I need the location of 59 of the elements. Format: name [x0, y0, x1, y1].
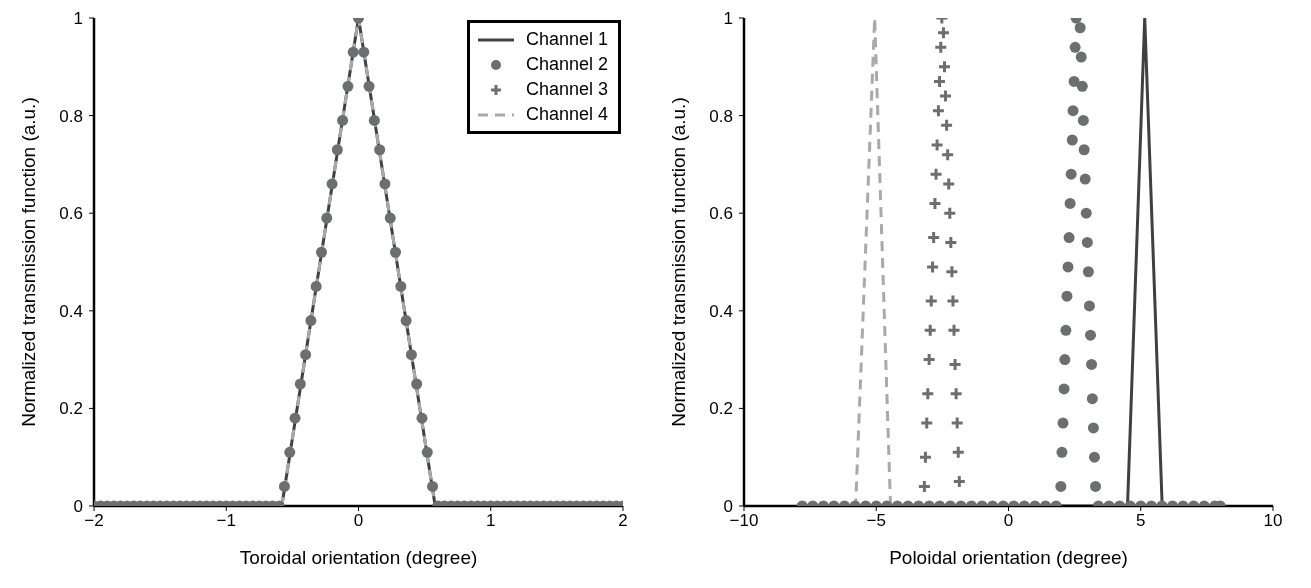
- legend-label: Channel 4: [525, 104, 608, 125]
- y-tick-label: 0.6: [709, 204, 733, 224]
- x-tick-label: 5: [1136, 511, 1146, 531]
- point: [950, 416, 965, 431]
- point: [944, 264, 959, 279]
- point: [936, 25, 951, 40]
- point: [951, 445, 966, 460]
- point: [952, 474, 967, 489]
- x-tick-label: 10: [1263, 511, 1283, 531]
- y-axis-title: Normalized transmission function (a.u.): [17, 97, 39, 427]
- point: [932, 74, 947, 89]
- x-tick-label: 0: [353, 511, 364, 531]
- point: [919, 416, 934, 431]
- point: [918, 450, 933, 465]
- y-tick-label: 1: [73, 9, 83, 29]
- point: [940, 147, 955, 162]
- legend-label: Channel 3: [525, 79, 608, 100]
- y-tick-label: 0.4: [59, 301, 83, 321]
- point: [922, 352, 937, 367]
- x-tick-label: 1: [486, 511, 496, 531]
- point: [931, 103, 946, 118]
- x-tick-label: 0: [1003, 511, 1014, 531]
- x-tick-label: −5: [866, 511, 886, 531]
- x-tick-label: −1: [216, 511, 236, 531]
- point: [945, 294, 960, 309]
- point: [924, 294, 939, 309]
- y-tick-label: 0.8: [59, 106, 83, 126]
- point: [929, 167, 944, 182]
- point: [937, 59, 952, 74]
- point: [933, 40, 948, 55]
- y-tick-label: 0.8: [709, 106, 733, 126]
- legend-label: Channel 1: [525, 29, 608, 50]
- x-tick-label: 2: [618, 511, 628, 531]
- point: [917, 479, 932, 494]
- point: [930, 137, 945, 152]
- y-tick-label: 1: [723, 9, 733, 29]
- point: [926, 230, 941, 245]
- y-tick-label: 0.2: [709, 399, 733, 419]
- point: [939, 118, 954, 133]
- point: [938, 89, 953, 104]
- y-tick-label: 0: [73, 497, 83, 517]
- point: [923, 323, 938, 338]
- legend-label: Channel 2: [525, 54, 608, 75]
- point: [943, 235, 958, 250]
- point: [942, 206, 957, 221]
- point: [925, 259, 940, 274]
- y-tick-label: 0.4: [709, 301, 733, 321]
- x-axis-title: Toroidal orientation (degree): [239, 547, 478, 568]
- point: [920, 386, 935, 401]
- point: [947, 323, 962, 338]
- point: [949, 386, 964, 401]
- x-axis-title: Poloidal orientation (degree): [889, 547, 1128, 568]
- point: [941, 176, 956, 191]
- y-tick-label: 0.2: [59, 399, 83, 419]
- point: [948, 357, 963, 372]
- y-tick-label: 0.6: [59, 204, 83, 224]
- y-axis-title: Normalized transmission function (a.u.): [667, 97, 689, 427]
- point: [927, 196, 942, 211]
- x-tick-label: −2: [84, 511, 104, 531]
